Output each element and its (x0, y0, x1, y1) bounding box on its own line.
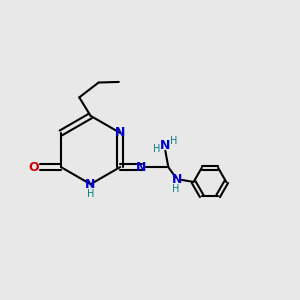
Text: N: N (136, 160, 147, 174)
Text: N: N (115, 126, 125, 140)
Text: O: O (28, 160, 39, 174)
Text: H: H (87, 189, 94, 199)
Text: N: N (172, 173, 182, 186)
Text: H: H (170, 136, 177, 146)
Text: N: N (85, 178, 96, 191)
Text: H: H (172, 184, 179, 194)
Text: N: N (160, 139, 170, 152)
Text: H: H (153, 144, 161, 154)
